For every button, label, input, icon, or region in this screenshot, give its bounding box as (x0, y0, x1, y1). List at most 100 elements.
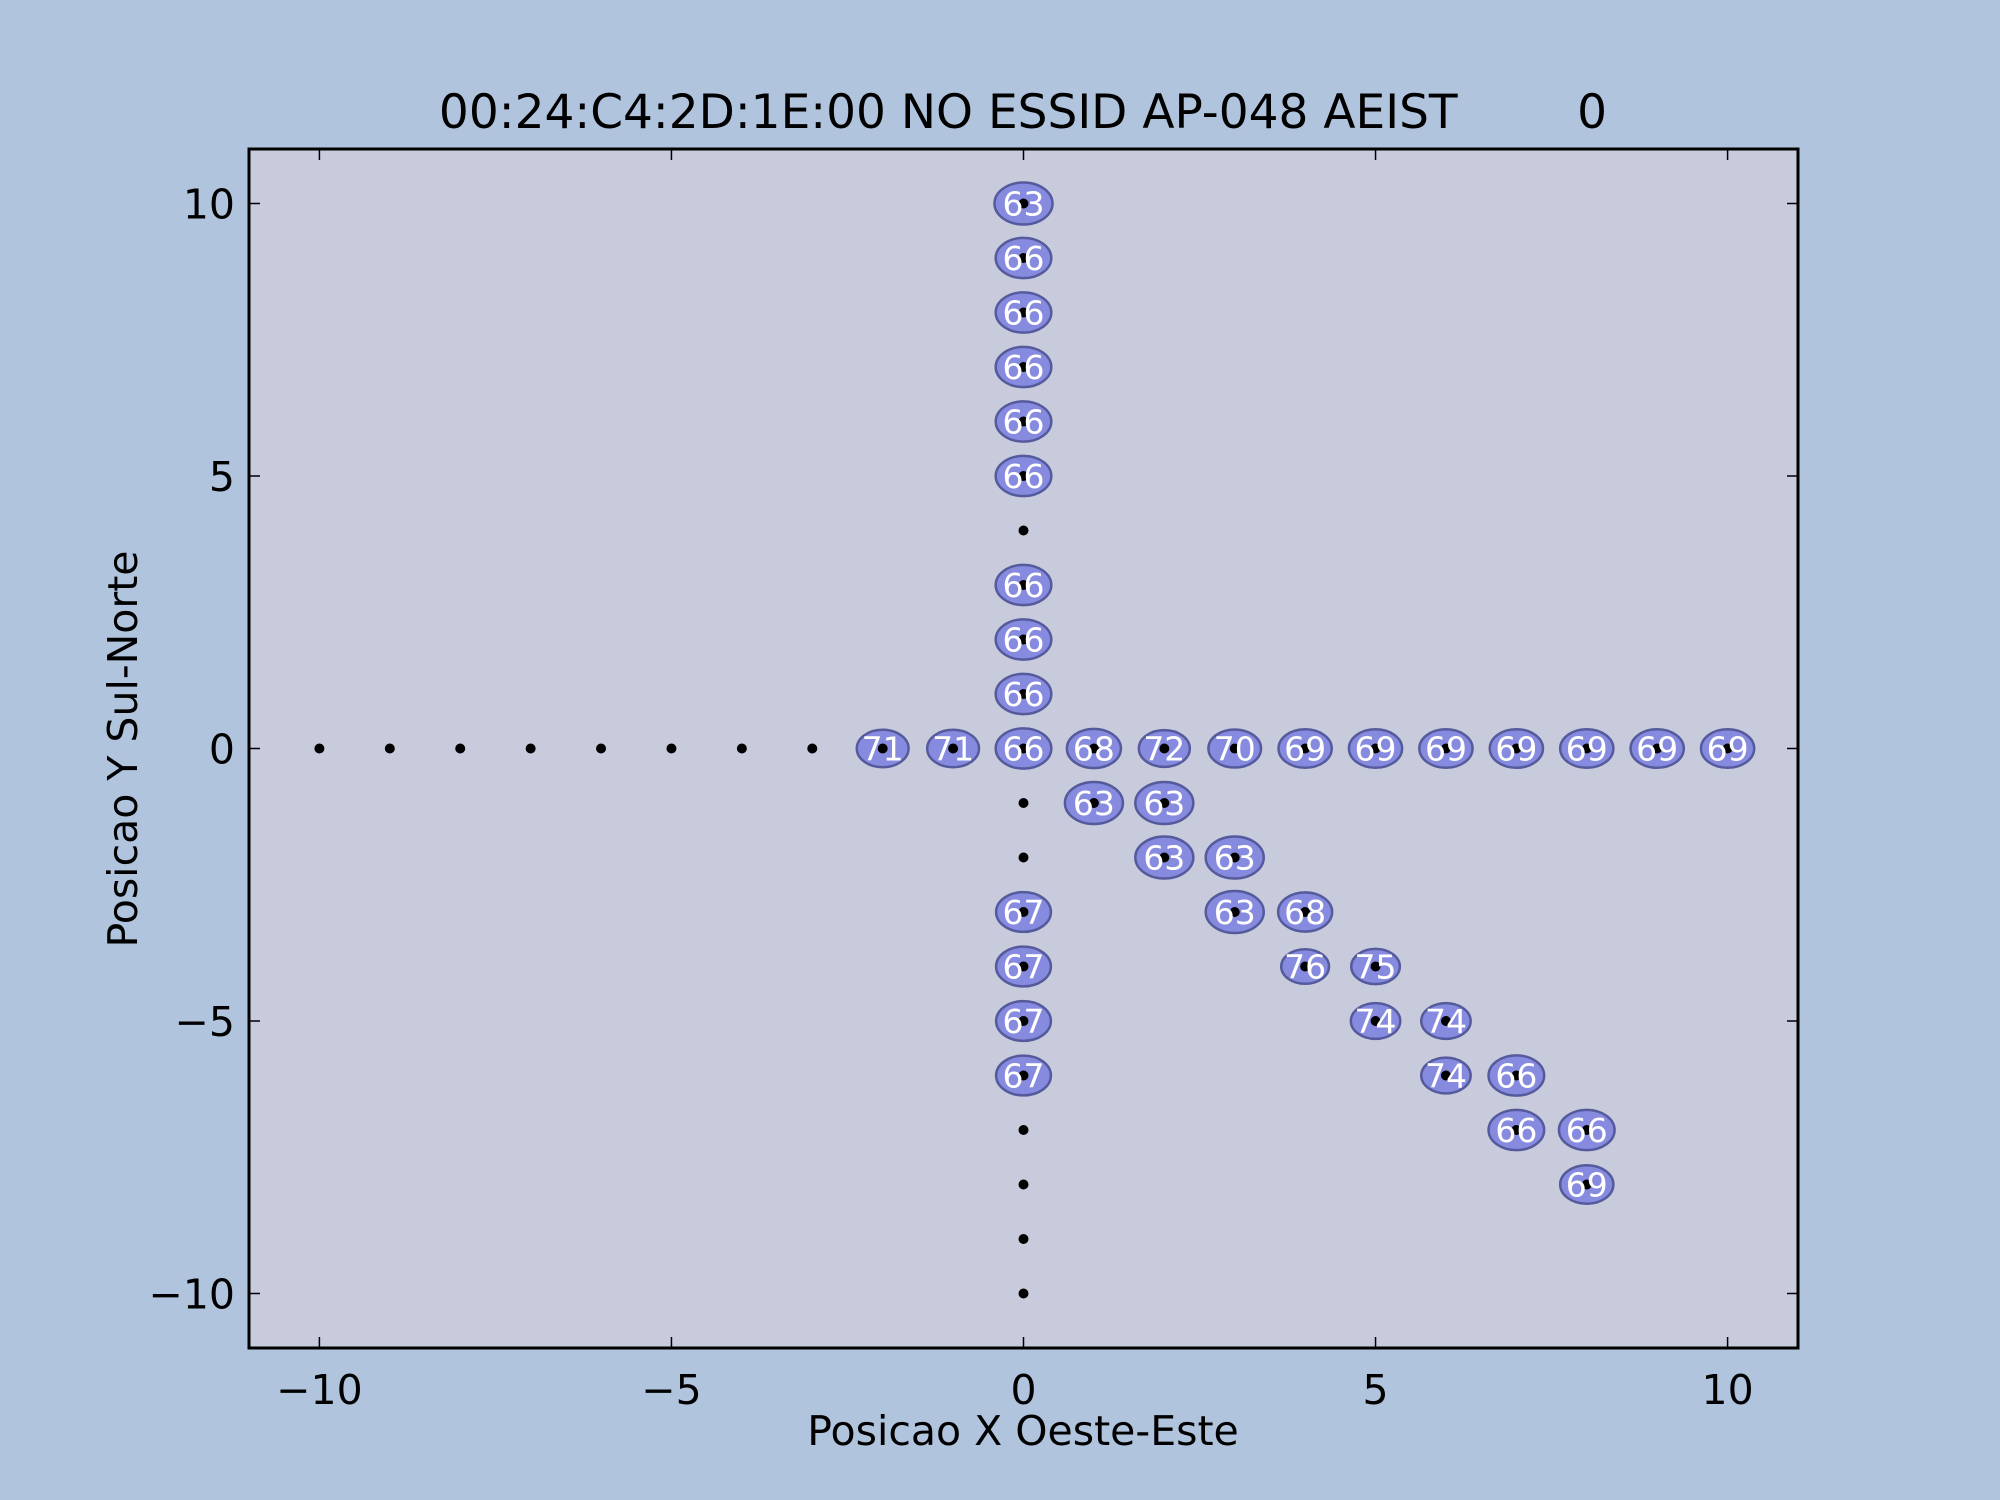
measurement-point (1018, 416, 1029, 427)
y-tick-label: −10 (148, 1271, 235, 1319)
y-axis-label: Posicao Y Sul-Norte (99, 550, 147, 947)
measurement-point (596, 743, 607, 754)
signal-value-label: 67 (1003, 948, 1045, 987)
measurement-point (1018, 580, 1029, 590)
measurement-point (1370, 961, 1381, 972)
measurement-point (1652, 743, 1663, 754)
signal-value-label: 67 (1003, 893, 1045, 932)
measurement-point (1088, 743, 1099, 754)
signal-value-label: 69 (1566, 730, 1608, 769)
measurement-point (1088, 798, 1099, 808)
chart-title: 00:24:C4:2D:1E:00 NO ESSID AP-048 AEIST … (439, 85, 1607, 140)
measurement-point (948, 743, 959, 754)
measurement-point (1159, 743, 1170, 754)
y-tick-label: 5 (209, 453, 235, 501)
measurement-point (1018, 471, 1029, 481)
signal-value-label: 63 (1214, 893, 1256, 932)
measurement-point (1018, 1125, 1029, 1135)
signal-value-label: 75 (1355, 948, 1397, 987)
signal-value-label: 71 (862, 730, 904, 769)
signal-value-label: 69 (1495, 730, 1537, 769)
measurement-point (877, 743, 888, 754)
signal-value-label: 74 (1355, 1002, 1397, 1041)
signal-value-label: 66 (1003, 239, 1045, 278)
measurement-points-layer (314, 198, 1733, 1299)
signal-value-label: 68 (1284, 893, 1326, 932)
signal-value-label: 68 (1073, 730, 1115, 769)
signal-value-label: 69 (1425, 730, 1467, 769)
measurement-point (1581, 743, 1592, 754)
signal-value-label: 67 (1003, 1057, 1045, 1096)
x-tick-label: −5 (641, 1366, 701, 1414)
measurement-point (1018, 1016, 1029, 1026)
measurement-point (1018, 961, 1029, 972)
x-tick-label: 0 (1010, 1366, 1036, 1414)
signal-value-label: 63 (1073, 784, 1115, 823)
signal-value-label: 66 (1003, 294, 1045, 333)
signal-value-label: 74 (1425, 1002, 1467, 1041)
signal-value-label: 69 (1355, 730, 1397, 769)
measurement-point (1018, 1288, 1029, 1299)
signal-labels-layer: 63 66 66 66 66 66 66 66 66 71 71 66 68 72 70 69 69 69 69 69… (862, 185, 1749, 1205)
measurement-point (1511, 1070, 1522, 1081)
signal-value-label: 66 (1566, 1111, 1608, 1150)
measurement-point (1018, 689, 1029, 699)
measurement-point (1511, 1125, 1522, 1135)
measurement-point (1159, 852, 1170, 863)
signal-value-label: 71 (932, 730, 974, 769)
measurement-point (1300, 961, 1311, 972)
measurement-point (1018, 907, 1029, 917)
signal-value-label: 76 (1284, 948, 1326, 987)
measurement-point (807, 743, 818, 754)
signal-value-label: 63 (1143, 784, 1185, 823)
measurement-point (1018, 253, 1029, 263)
measurement-point (1018, 852, 1029, 863)
measurement-point (1581, 1179, 1592, 1190)
signal-value-label: 69 (1566, 1166, 1608, 1205)
signal-value-label: 69 (1284, 730, 1326, 769)
signal-value-label: 67 (1003, 1002, 1045, 1041)
measurement-point (455, 743, 466, 754)
signal-value-label: 63 (1143, 839, 1185, 878)
measurement-point (1018, 362, 1029, 372)
measurement-point (1229, 852, 1240, 863)
measurement-point (1018, 1234, 1029, 1244)
signal-value-label: 66 (1003, 566, 1045, 605)
signal-value-label: 66 (1003, 730, 1045, 769)
x-tick-label: 5 (1362, 1366, 1388, 1414)
y-tick-label: 0 (209, 726, 235, 774)
measurement-point (1511, 743, 1522, 754)
signal-value-label: 63 (1214, 839, 1256, 878)
signal-value-label: 74 (1425, 1057, 1467, 1096)
measurement-point (384, 743, 395, 754)
measurement-point (1300, 907, 1311, 917)
measurement-point (666, 743, 677, 754)
measurement-point (1440, 1070, 1451, 1081)
signal-value-label: 66 (1003, 621, 1045, 660)
measurement-point (1018, 743, 1029, 754)
measurement-point (1018, 1179, 1029, 1190)
signal-value-label: 66 (1003, 348, 1045, 387)
measurement-point (1370, 1016, 1381, 1026)
x-axis-label: Posicao X Oeste-Este (807, 1407, 1239, 1455)
signal-value-label: 66 (1003, 675, 1045, 714)
signal-value-label: 66 (1003, 403, 1045, 442)
measurement-point (1018, 525, 1029, 536)
axis-ticks-layer: −10 −5 0 5 10 −10 −5 0 5 10 (148, 149, 1798, 1414)
measurement-point (1159, 798, 1170, 808)
measurement-point (1018, 634, 1029, 645)
signal-value-label: 72 (1143, 730, 1185, 769)
signal-value-label: 66 (1495, 1111, 1537, 1150)
measurement-point (1440, 743, 1451, 754)
measurement-point (1300, 743, 1311, 754)
signal-value-label: 69 (1707, 730, 1749, 769)
signal-value-label: 66 (1495, 1057, 1537, 1096)
signal-value-label: 66 (1003, 457, 1045, 496)
measurement-point (1018, 198, 1029, 209)
measurement-point (1370, 743, 1381, 754)
measurement-point (1018, 798, 1029, 808)
y-tick-label: 10 (183, 181, 235, 229)
x-tick-label: 10 (1702, 1366, 1754, 1414)
plot-frame (247, 147, 1800, 1350)
